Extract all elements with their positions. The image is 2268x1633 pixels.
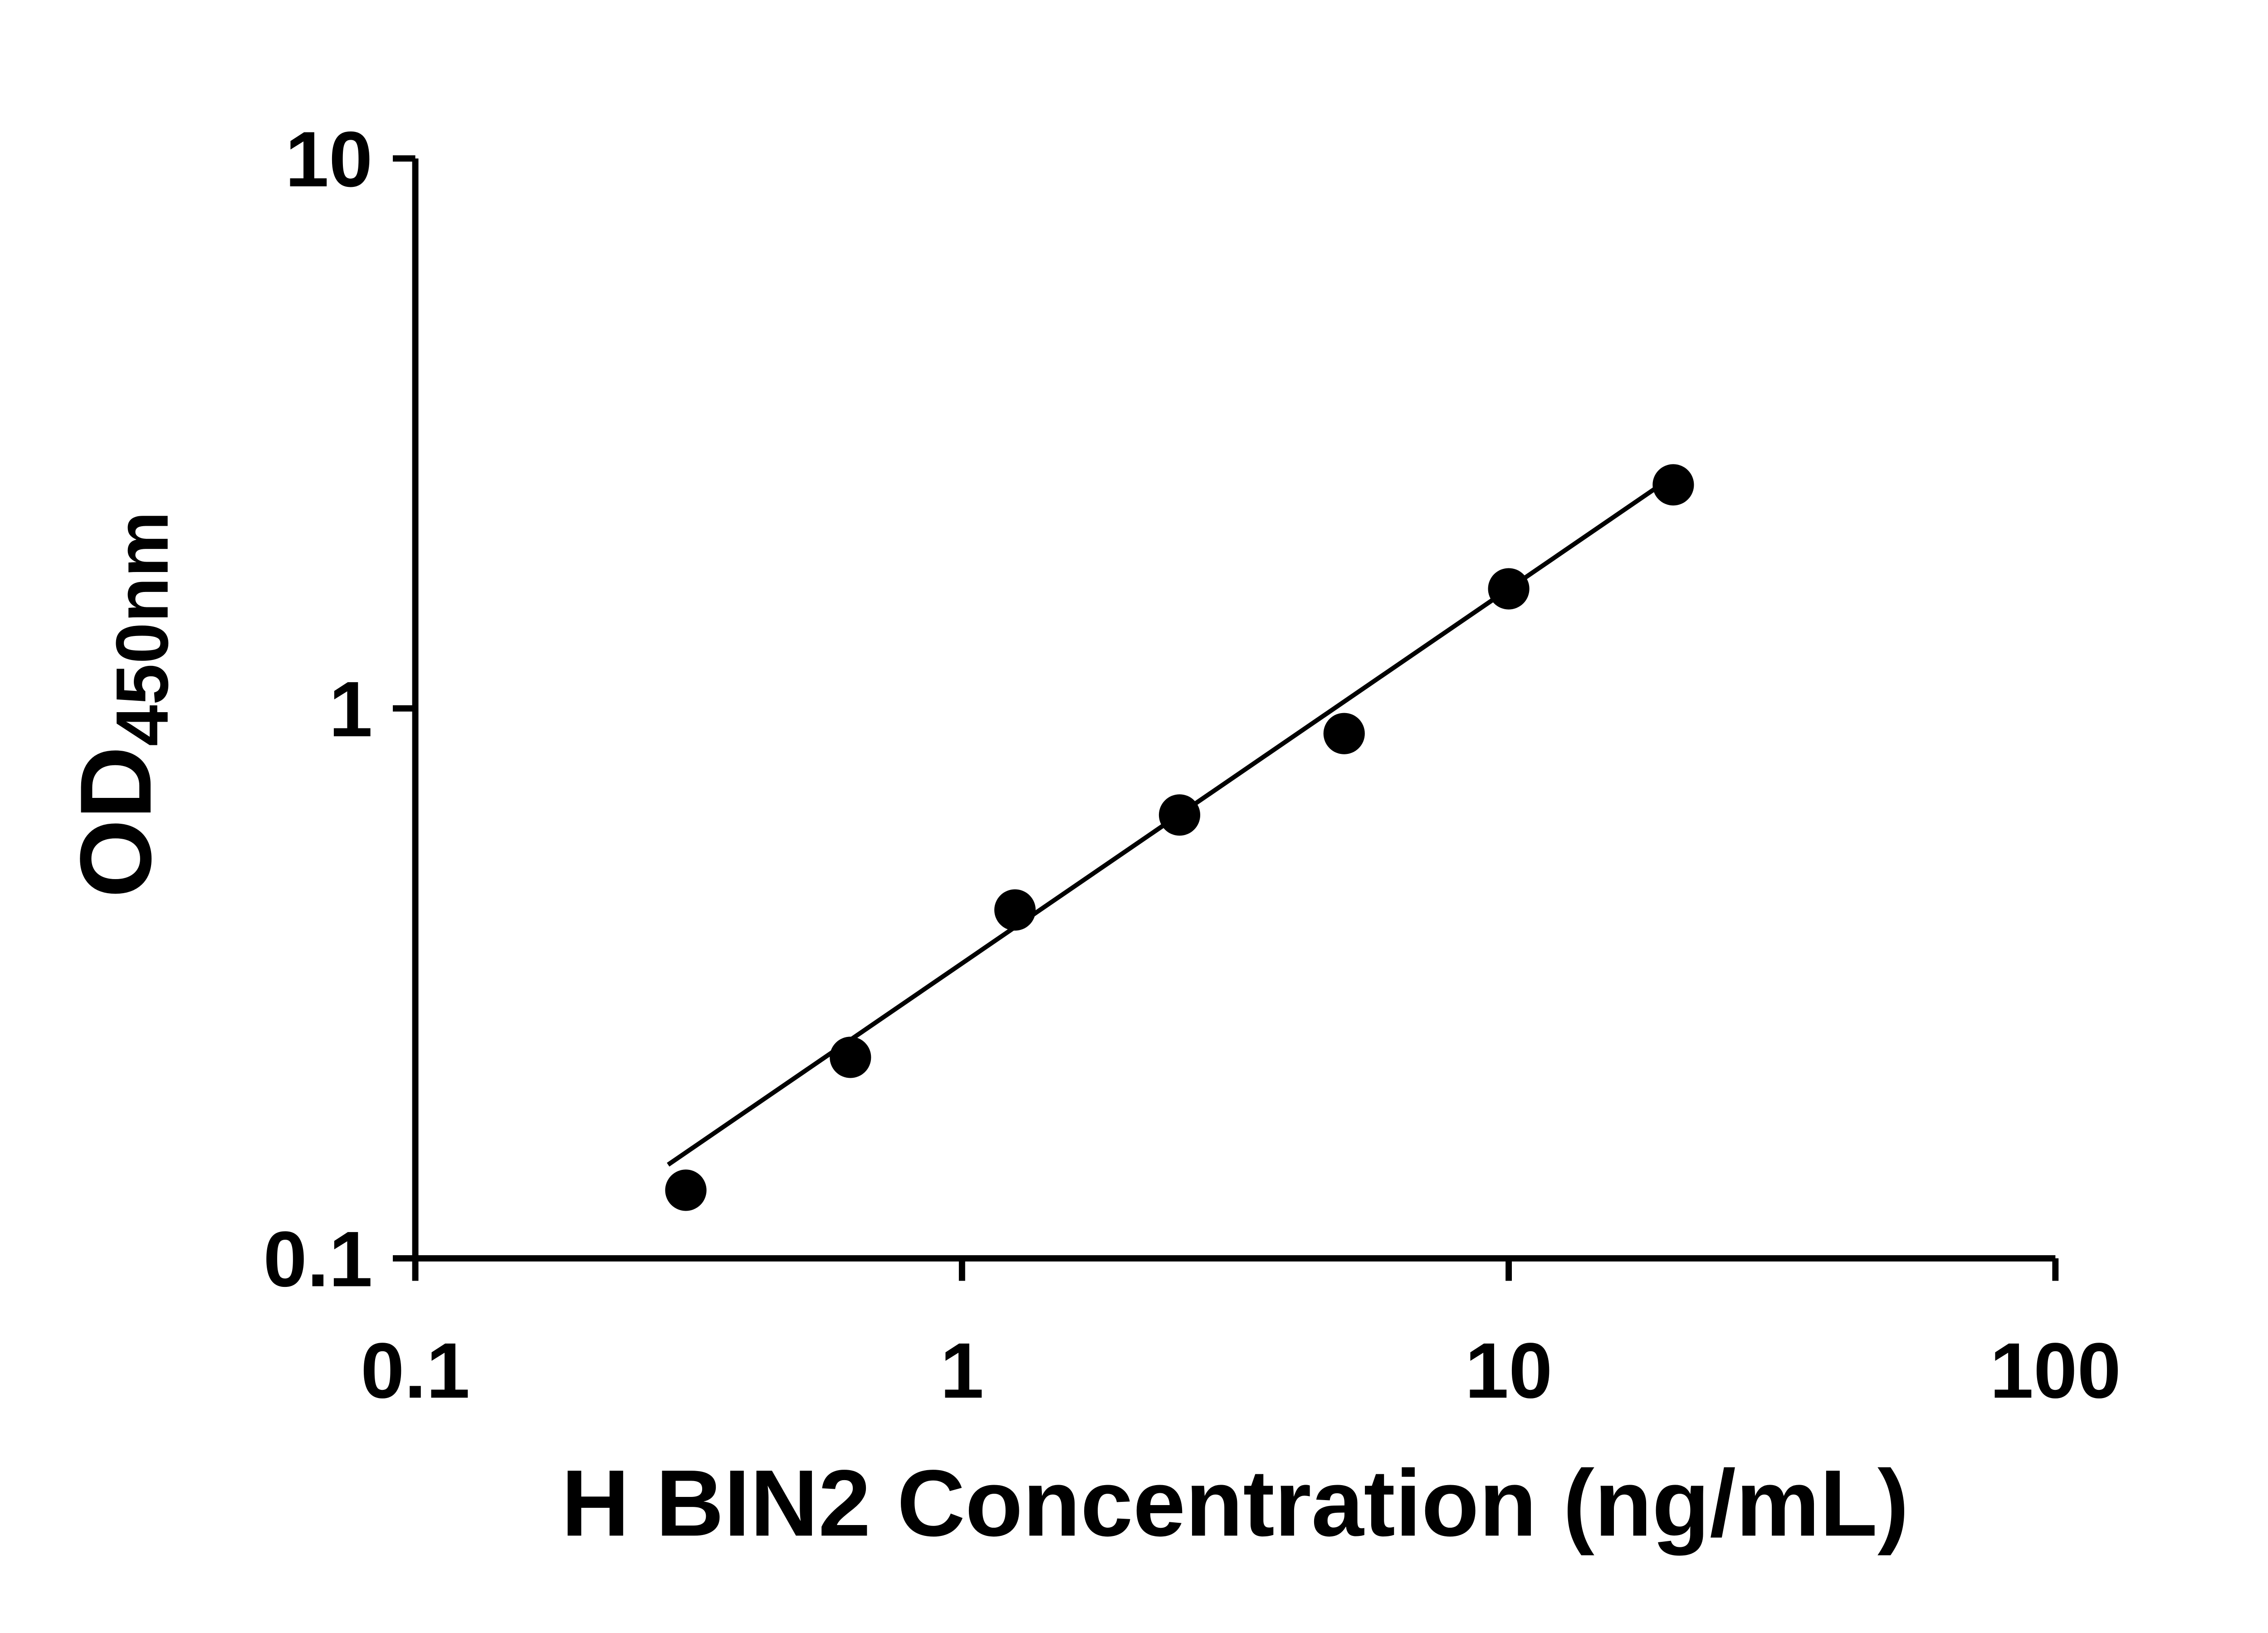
data-point xyxy=(1488,568,1530,610)
y-axis-title-sub: 450nm xyxy=(101,511,184,746)
data-point xyxy=(994,889,1036,931)
x-tick-label: 0.1 xyxy=(361,1326,470,1414)
x-tick-label: 10 xyxy=(1465,1326,1553,1414)
y-axis-title: OD450nm xyxy=(59,511,184,898)
y-tick-label: 10 xyxy=(285,115,373,203)
x-tick-label: 100 xyxy=(1990,1326,2121,1414)
x-axis-title: H BIN2 Concentration (ng/mL) xyxy=(562,1451,1909,1556)
data-point xyxy=(1323,713,1365,754)
y-axis-title-main: OD xyxy=(59,746,172,898)
plot-area: 0.1 1 10 100 0.1 1 10 xyxy=(263,115,2121,1414)
x-tick-label: 1 xyxy=(940,1326,984,1414)
data-point xyxy=(665,1169,707,1211)
data-point xyxy=(830,1037,871,1078)
y-tick-label: 1 xyxy=(329,665,372,753)
data-point xyxy=(1652,464,1694,506)
y-tick-label: 0.1 xyxy=(263,1215,372,1303)
data-point xyxy=(1158,794,1201,836)
